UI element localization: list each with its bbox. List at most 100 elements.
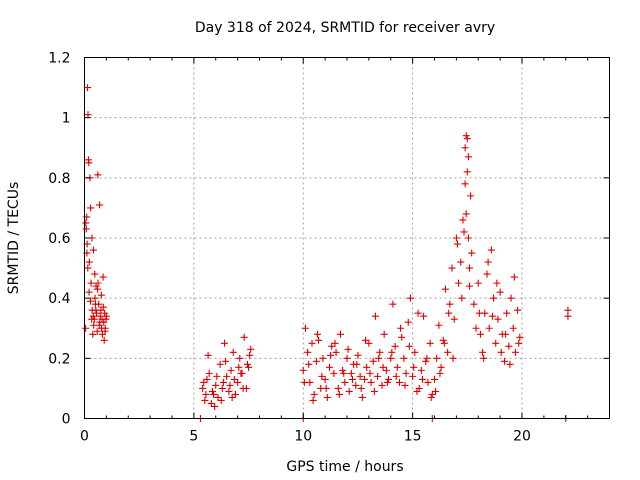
data-point xyxy=(218,384,226,392)
data-point xyxy=(87,204,95,212)
data-point xyxy=(94,285,102,293)
x-axis-label: GPS time / hours xyxy=(286,459,403,475)
data-point xyxy=(467,192,475,200)
data-point xyxy=(436,369,444,377)
data-point xyxy=(380,330,388,338)
data-point xyxy=(409,372,417,380)
data-point xyxy=(401,381,409,389)
data-point xyxy=(362,336,370,344)
y-tick-label: 0.2 xyxy=(48,351,70,367)
data-point xyxy=(213,372,221,380)
y-tick-label: 1 xyxy=(62,111,71,127)
data-point xyxy=(420,312,428,320)
data-point xyxy=(356,372,364,380)
data-point xyxy=(234,378,242,386)
data-point xyxy=(453,240,461,248)
data-point xyxy=(387,354,395,362)
y-axis-label: SRMTID / TECUs xyxy=(6,182,22,295)
data-point xyxy=(99,303,107,311)
data-point xyxy=(312,357,320,365)
data-point xyxy=(382,366,390,374)
data-point xyxy=(99,273,107,281)
data-point xyxy=(427,393,435,401)
data-point xyxy=(236,354,244,362)
data-point xyxy=(515,339,523,347)
data-point xyxy=(564,312,572,320)
data-point xyxy=(100,336,108,344)
data-point xyxy=(222,357,230,365)
data-point xyxy=(366,369,374,377)
data-point xyxy=(516,333,524,341)
data-point xyxy=(365,339,373,347)
data-point xyxy=(378,381,386,389)
data-point xyxy=(507,294,515,302)
data-point xyxy=(85,159,93,167)
data-point xyxy=(494,315,502,323)
data-point xyxy=(207,399,215,407)
data-point xyxy=(379,363,387,371)
data-point xyxy=(422,357,430,365)
data-point xyxy=(82,225,90,233)
data-point xyxy=(463,168,471,176)
data-point xyxy=(463,135,471,143)
data-point xyxy=(374,372,382,380)
data-point xyxy=(460,228,468,236)
data-point xyxy=(496,288,504,296)
axis-ticks xyxy=(84,57,610,419)
data-point xyxy=(414,309,422,317)
data-point xyxy=(393,363,401,371)
data-point xyxy=(91,294,99,302)
data-point xyxy=(97,291,105,299)
data-point xyxy=(487,246,495,254)
data-point xyxy=(371,312,379,320)
data-point xyxy=(102,312,110,320)
data-point xyxy=(240,333,248,341)
y-tick-label: 0.8 xyxy=(48,171,70,187)
data-point xyxy=(308,339,316,347)
data-point xyxy=(301,324,309,332)
data-point xyxy=(485,324,493,332)
data-point xyxy=(404,318,412,326)
data-point xyxy=(483,270,491,278)
data-point xyxy=(405,342,413,350)
data-point xyxy=(208,387,216,395)
data-point xyxy=(203,375,211,383)
data-point xyxy=(225,387,233,395)
data-point xyxy=(400,354,408,362)
data-point xyxy=(388,348,396,356)
data-point xyxy=(458,294,466,302)
data-point xyxy=(472,324,480,332)
data-point xyxy=(431,375,438,383)
data-point xyxy=(459,216,467,224)
data-point xyxy=(345,387,353,395)
data-point xyxy=(464,234,472,242)
y-tick-label: 1.2 xyxy=(48,51,70,67)
data-point xyxy=(96,201,104,209)
data-point xyxy=(397,324,405,332)
data-point xyxy=(212,381,220,389)
data-point xyxy=(455,279,463,287)
data-point xyxy=(410,363,418,371)
data-point xyxy=(480,354,488,362)
data-point xyxy=(466,282,473,290)
data-point xyxy=(84,84,92,92)
y-tick-labels: 0 0.2 0.4 0.6 0.8 1 1.2 xyxy=(48,51,70,428)
data-point xyxy=(93,327,101,335)
data-point xyxy=(89,246,97,254)
data-point xyxy=(341,378,349,386)
data-point xyxy=(363,363,371,371)
data-point xyxy=(92,282,100,290)
data-point xyxy=(470,300,478,308)
data-point xyxy=(226,381,234,389)
data-point xyxy=(336,330,344,338)
data-point xyxy=(89,330,97,338)
data-point xyxy=(328,342,336,350)
data-point xyxy=(375,354,383,362)
data-point xyxy=(437,363,445,371)
x-tick-label: 5 xyxy=(189,429,198,445)
data-point xyxy=(514,306,522,314)
data-point xyxy=(243,360,251,368)
data-point xyxy=(216,360,224,368)
data-point xyxy=(210,390,218,398)
